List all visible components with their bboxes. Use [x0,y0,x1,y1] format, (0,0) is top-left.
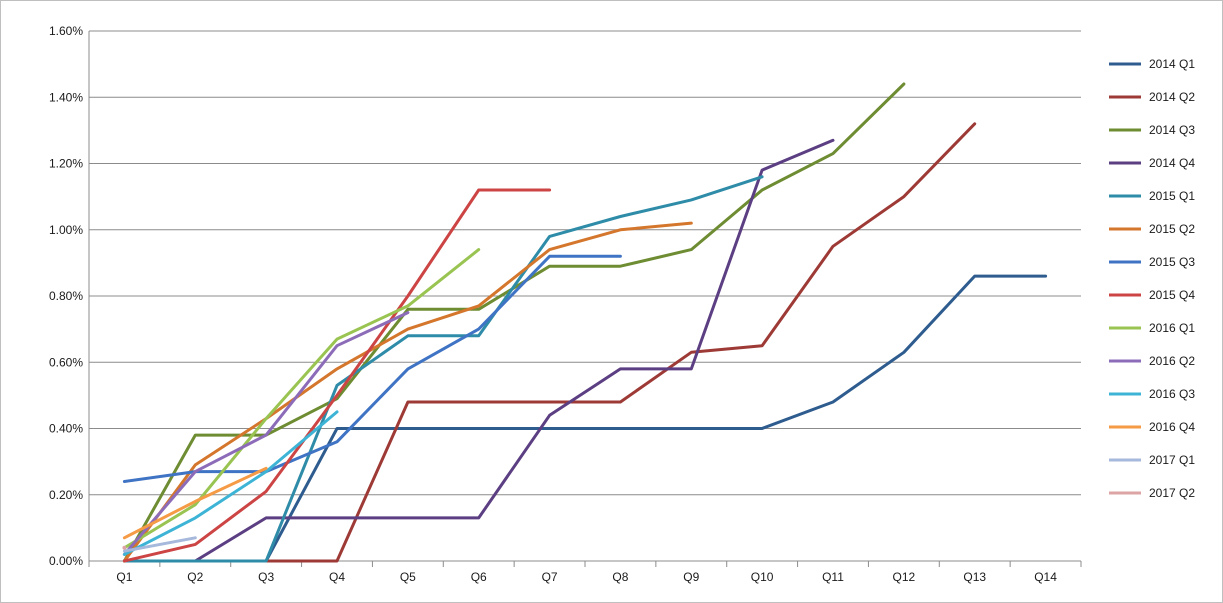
y-axis-ticks: 0.00% 0.20% 0.40% 0.60% 0.80% 1.00% 1.20% 1.40%… [49,24,83,568]
x-tick-label: Q10 [751,570,774,584]
x-tick-label: Q9 [683,570,699,584]
legend-label: 2015 Q3 [1149,255,1195,269]
series-line-2016-q3 [122,410,339,556]
legend-label: 2017 Q2 [1149,486,1195,500]
series-line-2016-q1 [122,248,481,550]
y-tick-label: 0.20% [49,488,83,502]
legend-label: 2016 Q4 [1149,420,1195,434]
series-line-2015-q1 [122,175,764,563]
series-line-2014-q1 [122,274,1048,563]
x-tick-label: Q7 [542,570,558,584]
x-tick-label: Q11 [822,570,844,584]
x-axis-ticks: Q1 Q2 Q3 Q4 Q5 Q6 Q7 Q8 Q9 Q10 Q11 Q12 Q13 Q14 [116,570,1057,584]
x-tick-label: Q13 [963,570,986,584]
y-tick-label: 0.80% [49,289,83,303]
legend-label: 2014 Q4 [1149,156,1195,170]
legend-label: 2015 Q1 [1149,189,1195,203]
x-tick-label: Q2 [187,570,203,584]
series-line-2014-q4 [122,138,835,563]
series-layer [122,82,1048,563]
x-tick-label: Q14 [1034,570,1057,584]
series-line-2015-q2 [122,221,693,563]
y-tick-label: 1.20% [49,157,83,171]
legend-label: 2014 Q3 [1149,123,1195,137]
y-tick-label: 0.00% [49,554,83,568]
x-tick-label: Q5 [400,570,416,584]
y-tick-label: 0.60% [49,355,83,369]
y-tick-label: 1.40% [49,90,83,104]
legend-label: 2016 Q1 [1149,321,1195,335]
y-tick-label: 0.40% [49,422,83,436]
legend-label: 2017 Q1 [1149,453,1195,467]
legend-label: 2014 Q2 [1149,90,1195,104]
series-point-2017-q2 [122,545,127,550]
x-tick-label: Q8 [612,570,628,584]
legend: 2014 Q1 2014 Q2 2014 Q3 2014 Q4 2015 Q1 2015 … [1109,57,1195,500]
series-line-2016-q2 [122,311,410,556]
x-tick-label: Q3 [258,570,274,584]
x-tick-label: Q12 [893,570,916,584]
x-tick-label: Q4 [329,570,345,584]
series-line-2015-q4 [122,188,552,563]
legend-label: 2015 Q4 [1149,288,1195,302]
legend-label: 2014 Q1 [1149,57,1195,71]
y-tick-label: 1.00% [49,223,83,237]
legend-label: 2016 Q2 [1149,354,1195,368]
y-tick-label: 1.60% [49,24,83,38]
x-tick-label: Q6 [471,570,487,584]
series-line-2016-q4 [122,466,268,540]
series-line-2015-q3 [122,254,622,483]
series-line-2017-q1 [122,536,197,553]
legend-label: 2016 Q3 [1149,387,1195,401]
legend-label: 2015 Q2 [1149,222,1195,236]
x-tick-label: Q1 [116,570,132,584]
grid-layer [88,30,1082,567]
